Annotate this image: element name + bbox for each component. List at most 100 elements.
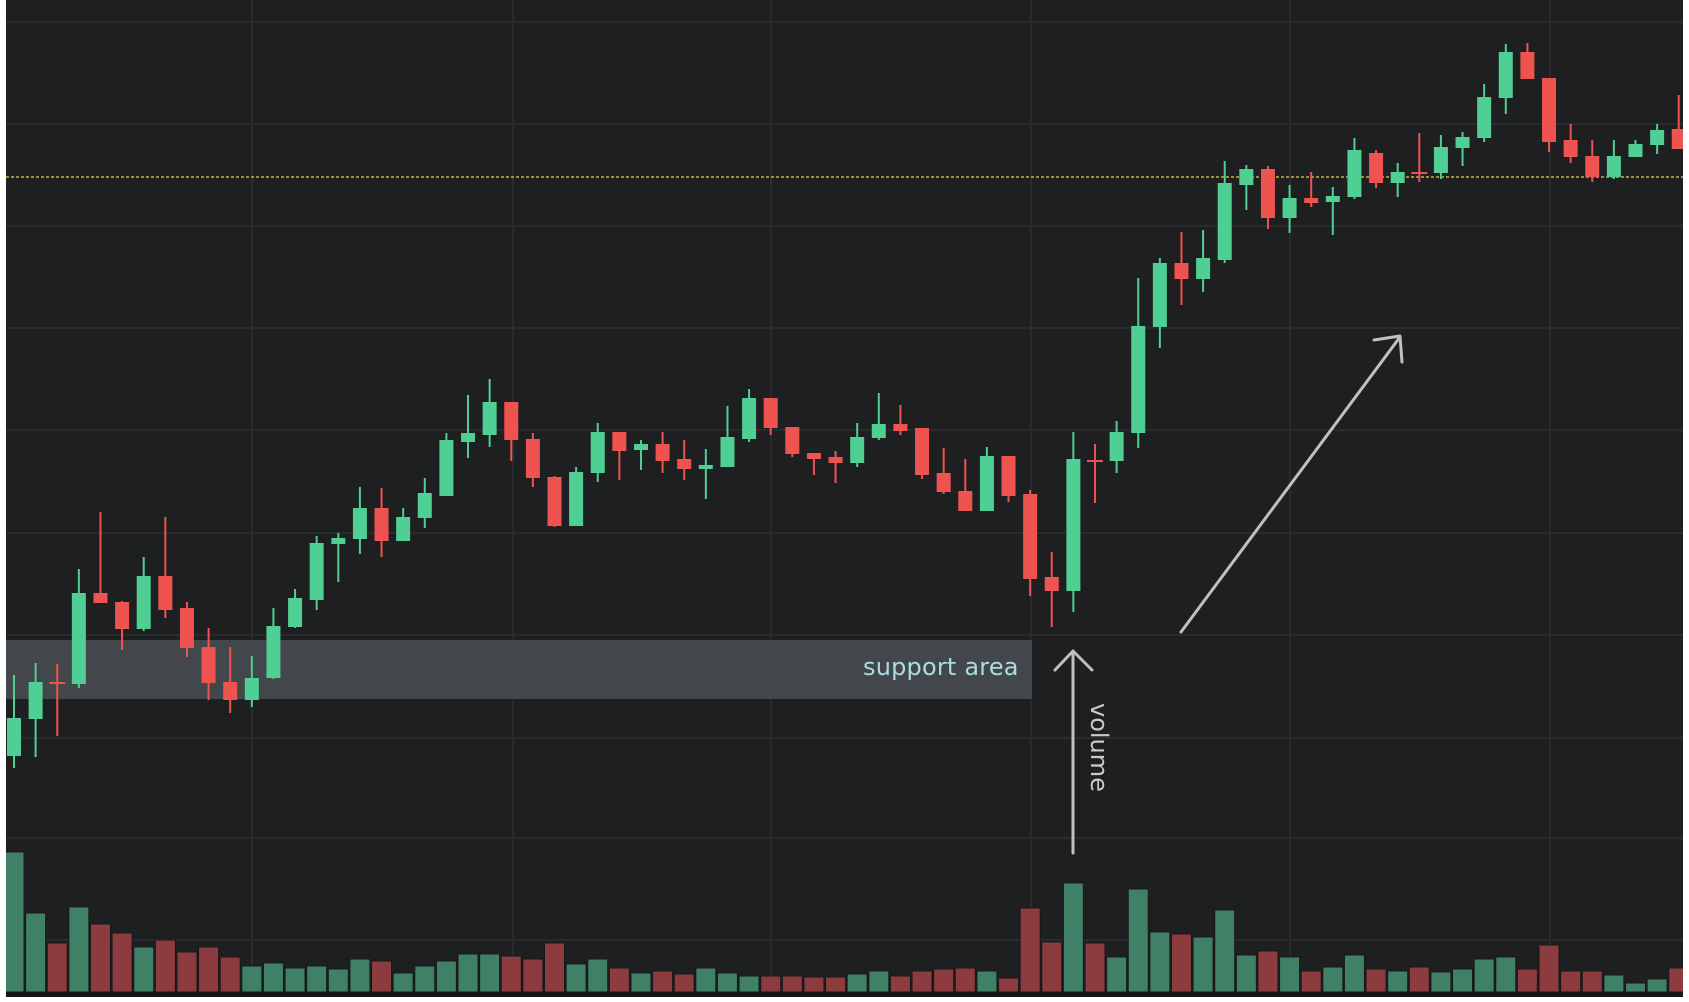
volume-bar xyxy=(716,972,738,993)
volume-bar xyxy=(1127,888,1149,993)
volume-bar xyxy=(1019,907,1041,993)
volume-bar xyxy=(608,967,630,993)
volume-bar xyxy=(760,975,782,993)
volume-bar xyxy=(176,951,198,993)
candle-body xyxy=(1585,156,1600,177)
volume-bar xyxy=(1322,966,1344,993)
candle-body xyxy=(633,444,648,450)
volume-bar xyxy=(1581,970,1603,993)
volume-bar xyxy=(1343,954,1365,993)
candle-body xyxy=(1390,172,1405,183)
volume-bar xyxy=(1300,970,1322,993)
candle-body xyxy=(158,576,173,610)
volume-bar xyxy=(825,976,847,993)
candlestick-chart[interactable]: support area volume xyxy=(6,0,1683,997)
candle-body xyxy=(288,598,303,627)
volume-baseline xyxy=(6,992,1683,997)
volume-bar xyxy=(198,946,220,993)
volume-bar xyxy=(457,953,479,993)
volume-bar xyxy=(1170,933,1192,993)
candle-body xyxy=(1023,494,1038,579)
chart-canvas[interactable] xyxy=(6,0,1683,997)
candle-body xyxy=(7,718,21,756)
volume-bar xyxy=(522,958,544,993)
candle-body xyxy=(569,472,584,526)
volume-bar xyxy=(954,967,976,993)
volume-bar xyxy=(46,942,68,993)
candle-body xyxy=(1217,183,1232,260)
candle-body xyxy=(525,439,540,478)
volume-bar xyxy=(630,972,652,993)
volume-bar xyxy=(1473,958,1495,993)
candle-body xyxy=(590,432,605,473)
volume-bar xyxy=(738,975,760,993)
candle-body xyxy=(806,453,821,459)
candle-body xyxy=(1542,78,1557,142)
candle-body xyxy=(396,517,411,541)
candle-body xyxy=(915,428,930,475)
trend-arrow-shaft xyxy=(1179,335,1402,634)
candle-body xyxy=(698,465,713,469)
volume-bar xyxy=(933,968,955,993)
candle-body xyxy=(71,593,86,684)
volume-bar xyxy=(1387,970,1409,993)
volume-bar xyxy=(371,960,393,993)
candle-body xyxy=(1066,459,1081,591)
candle-body xyxy=(936,473,951,492)
candle-body xyxy=(1109,432,1124,461)
candle-body xyxy=(1174,263,1189,279)
volume-arrow-head xyxy=(1053,649,1094,672)
candle-body xyxy=(504,402,519,440)
volume-bar xyxy=(1430,971,1452,993)
candle-body xyxy=(309,543,324,600)
volume-bar xyxy=(1365,968,1387,993)
volume-bar xyxy=(1149,931,1171,993)
volume-bar xyxy=(1279,956,1301,993)
candle-body xyxy=(1411,172,1428,174)
volume-bar xyxy=(889,975,911,993)
volume-bar xyxy=(868,970,890,993)
volume-bar xyxy=(1625,982,1646,993)
candle-body xyxy=(223,682,238,700)
candle-body xyxy=(136,576,151,629)
volume-bar xyxy=(1603,974,1625,993)
volume-bar xyxy=(1495,956,1517,993)
candle-body xyxy=(1628,144,1643,157)
candle-body xyxy=(1001,456,1016,496)
candle-body xyxy=(1433,147,1448,173)
volume-bar xyxy=(1516,968,1538,993)
volume-bar xyxy=(695,967,717,993)
volume-bar xyxy=(89,923,111,993)
candle-body xyxy=(1563,140,1578,157)
candle-body xyxy=(979,456,994,511)
candle-body xyxy=(439,440,454,496)
candle-body xyxy=(201,647,216,683)
candle-body xyxy=(655,444,670,461)
volume-bar xyxy=(587,958,609,993)
volume-bar xyxy=(219,956,241,993)
candle-body xyxy=(1304,198,1319,203)
volume-bar xyxy=(241,965,263,993)
candle-body xyxy=(850,437,865,463)
candle-body xyxy=(1196,258,1211,279)
volume-bar xyxy=(479,953,501,993)
volume-bar xyxy=(1560,970,1582,993)
volume-bar xyxy=(1538,944,1560,993)
candle-body xyxy=(677,459,692,469)
candle-body xyxy=(417,493,432,518)
volume-bar xyxy=(284,967,306,993)
candle-body xyxy=(1239,169,1254,185)
volume-bar xyxy=(565,963,587,993)
candle-body xyxy=(1260,169,1275,218)
candle-body xyxy=(1325,196,1340,202)
candle-body xyxy=(1498,52,1513,98)
volume-bar xyxy=(803,976,825,993)
candle-body xyxy=(828,457,843,463)
candle-body xyxy=(893,424,908,431)
volume-bar xyxy=(544,942,565,993)
candle-body xyxy=(1455,137,1470,148)
candle-body xyxy=(179,608,194,648)
candle-body xyxy=(266,626,281,678)
volume-bar xyxy=(846,973,868,993)
volume-bar xyxy=(133,946,155,993)
